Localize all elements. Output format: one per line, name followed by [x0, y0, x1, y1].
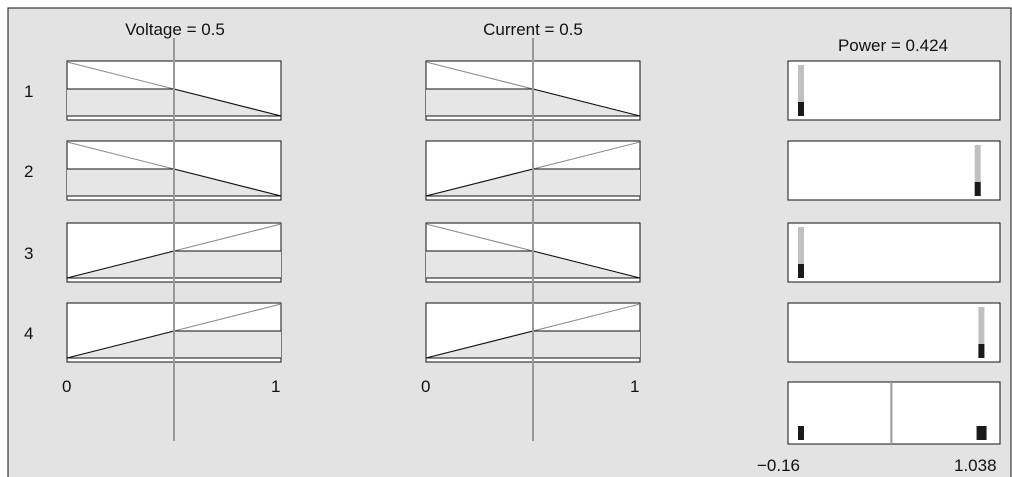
power-rule-3-output-bar: [798, 227, 804, 278]
power-range-max: 1.038: [954, 456, 997, 475]
power-rule-1-fired-bar: [798, 102, 804, 116]
power-rule-1-output-bar: [798, 65, 804, 116]
power-rule-1-plot-frame: [787, 60, 1001, 121]
power-aggregate-plot-frame: [787, 381, 1001, 445]
rule-label-1: 1: [24, 82, 33, 101]
power-rule-3-plot-frame: [787, 222, 1001, 283]
rule-label-3: 3: [24, 244, 33, 263]
power-aggregate-bar-2: [976, 426, 987, 440]
power-range-min: −0.16: [757, 456, 800, 475]
power-rule-2-plot-frame: [787, 140, 1001, 201]
current-range-max: 1: [630, 377, 639, 396]
voltage-range-max: 1: [271, 377, 280, 396]
power-rule-2-fired-bar: [974, 182, 981, 196]
power-title: Power = 0.424: [838, 36, 948, 55]
current-title: Current = 0.5: [483, 20, 583, 39]
power-rule-4-plot-frame: [787, 302, 1001, 363]
voltage-range-min: 0: [62, 377, 71, 396]
power-rule-4-output-bar: [978, 307, 985, 358]
power-rule-4-fired-bar: [978, 344, 985, 358]
power-aggregate-bar-1: [798, 426, 804, 440]
rule-plots: [66, 38, 1001, 445]
rule-label-2: 2: [24, 162, 33, 181]
current-range-min: 0: [421, 377, 430, 396]
voltage-title: Voltage = 0.5: [125, 20, 225, 39]
rule-label-4: 4: [24, 324, 33, 343]
power-rule-3-fired-bar: [798, 264, 804, 278]
power-rule-2-output-bar: [974, 145, 981, 196]
